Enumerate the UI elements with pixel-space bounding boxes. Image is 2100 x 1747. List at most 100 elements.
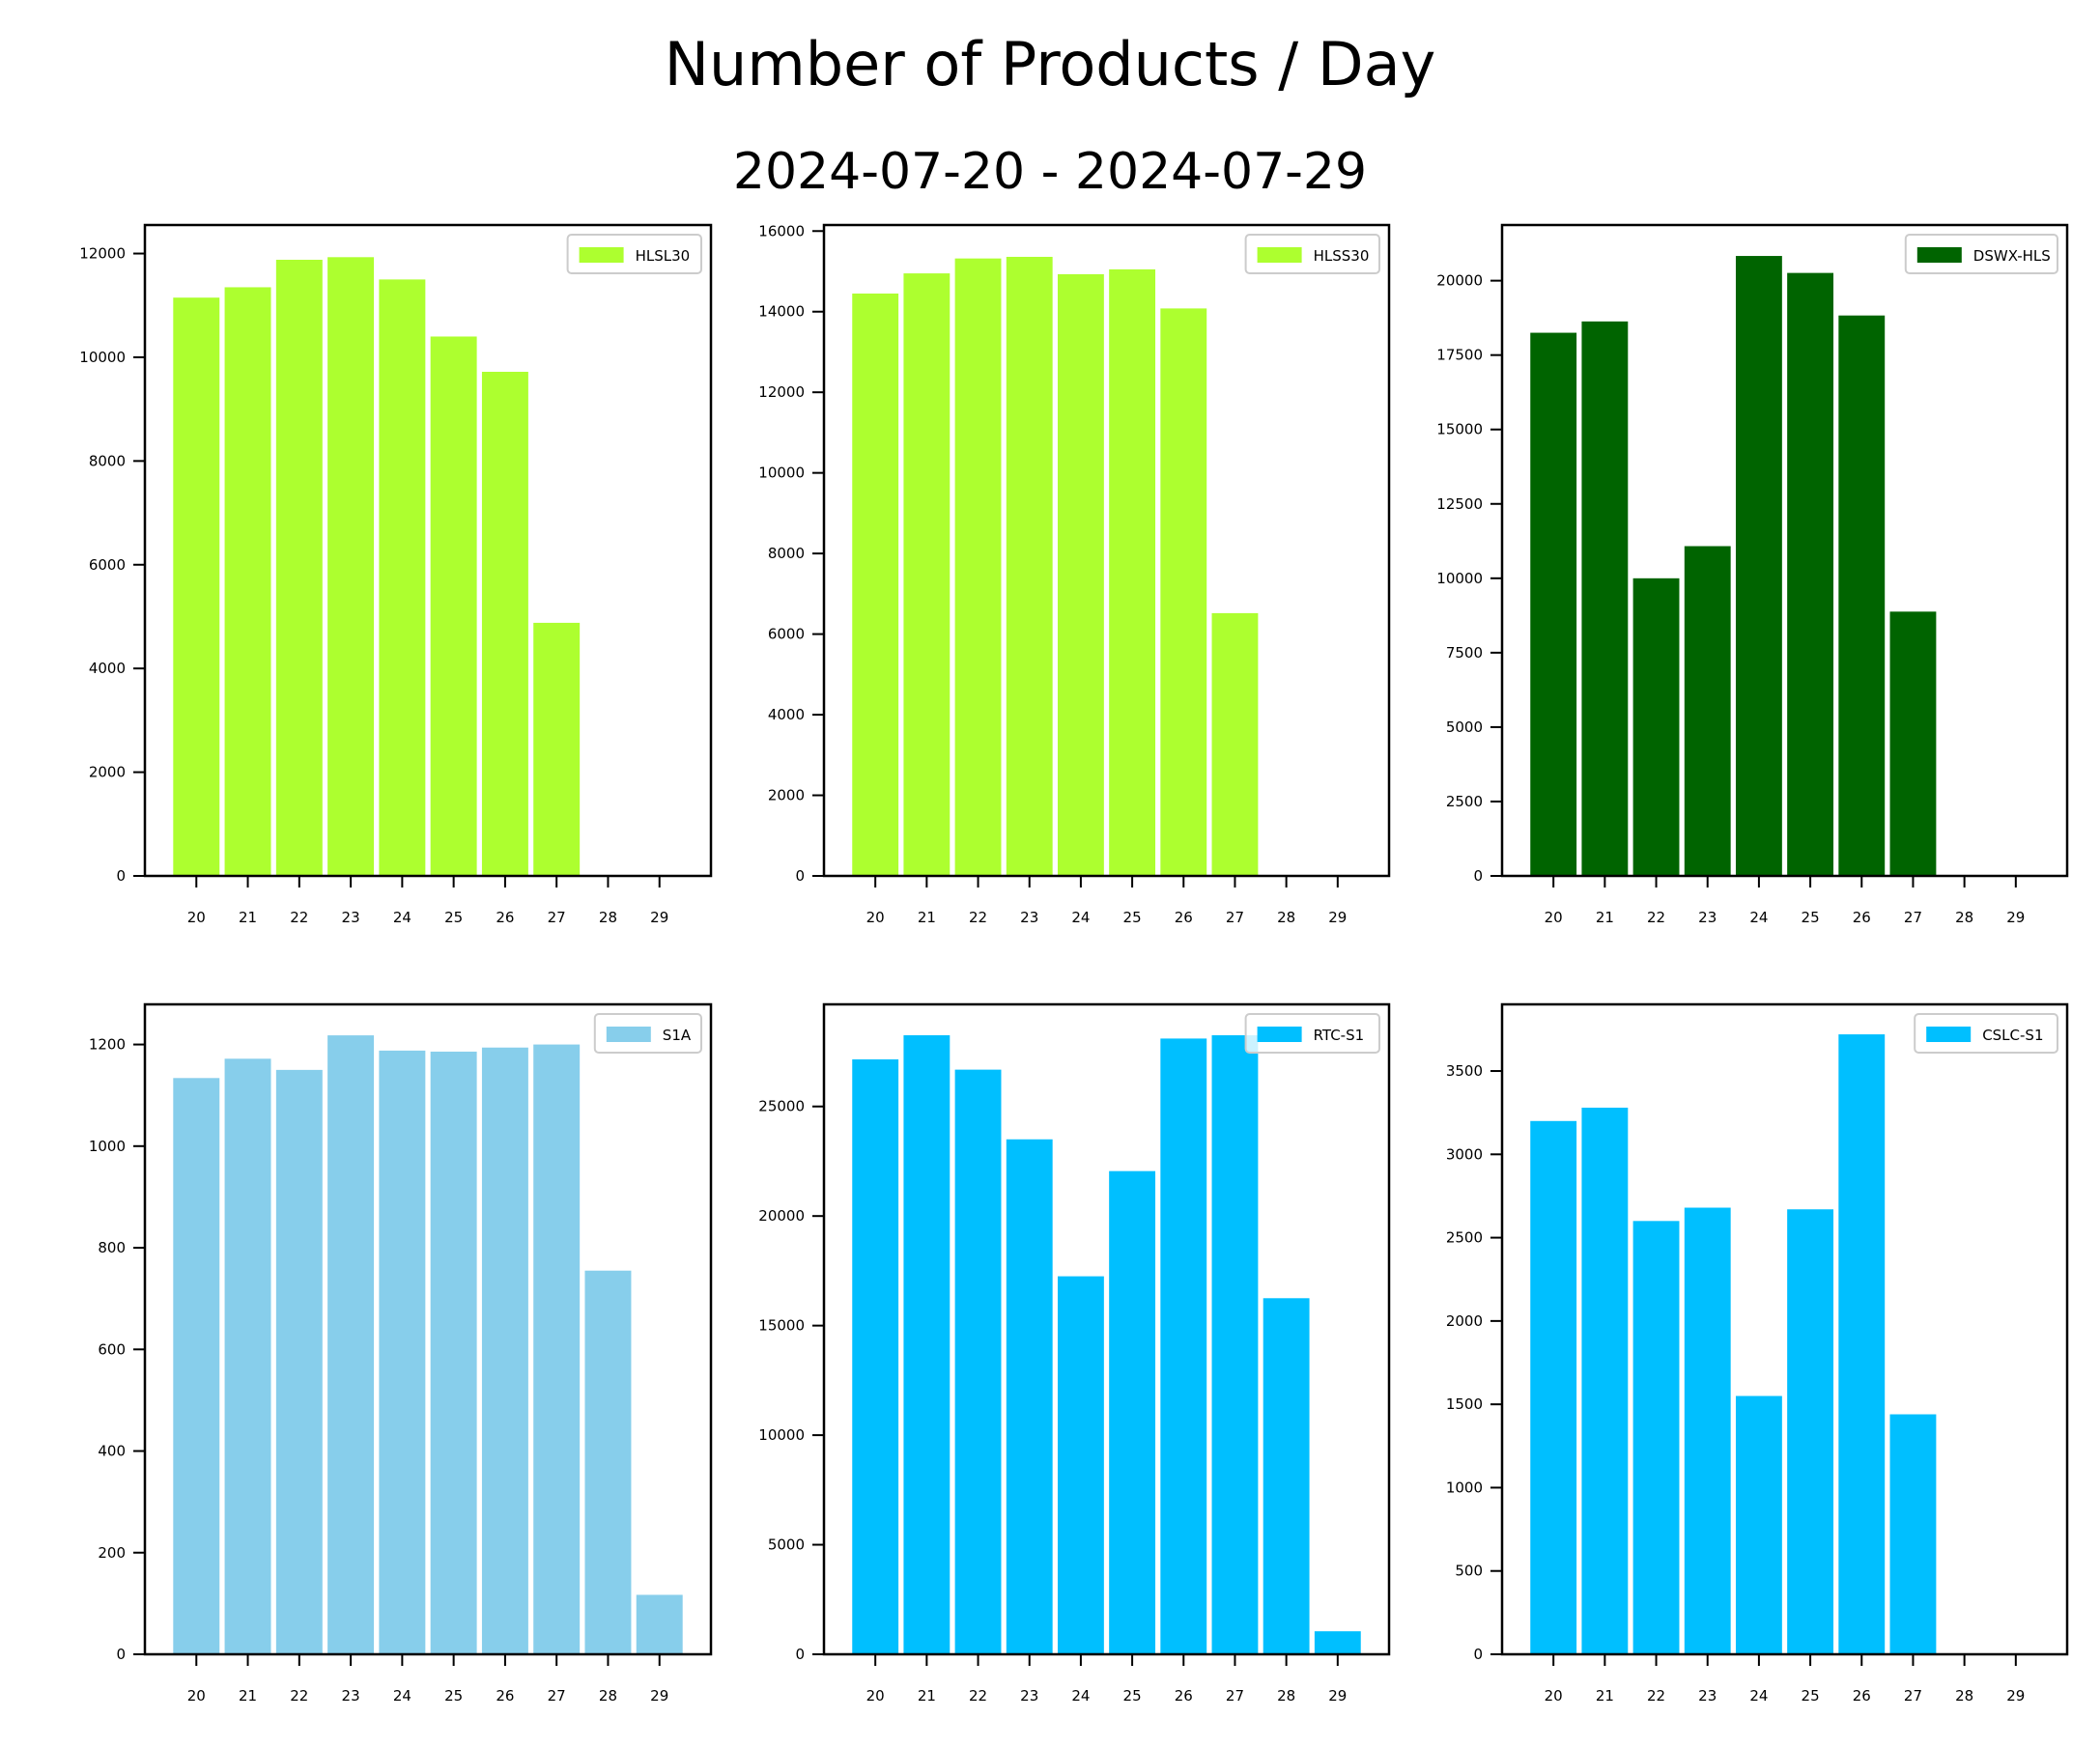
legend: HLSS30 xyxy=(1244,234,1380,274)
x-tick-label: 24 xyxy=(393,909,411,926)
y-tick-label: 400 xyxy=(98,1443,126,1460)
y-tick-label: 4000 xyxy=(89,660,126,677)
x-tick-label: 22 xyxy=(290,1687,308,1705)
legend-swatch xyxy=(1257,247,1302,263)
bar-20 xyxy=(852,1058,899,1654)
y-tick-label: 8000 xyxy=(89,452,126,469)
legend-swatch xyxy=(1926,1027,1972,1042)
x-tick-label: 23 xyxy=(1020,909,1038,926)
bar-23 xyxy=(1684,546,1731,876)
y-tick-label: 0 xyxy=(795,867,805,885)
legend-box xyxy=(1244,234,1380,274)
y-tick-label: 200 xyxy=(98,1544,126,1562)
x-tick-label: 28 xyxy=(1277,1687,1295,1705)
bar-26 xyxy=(1838,1034,1886,1654)
x-tick-label: 21 xyxy=(239,909,257,926)
bar-25 xyxy=(430,336,477,877)
y-tick-label: 1500 xyxy=(1446,1395,1483,1413)
x-tick-label: 26 xyxy=(496,1687,514,1705)
legend: HLSL30 xyxy=(566,234,702,274)
subplot-5: 0 5000 10000 15000 20000 25000 20 21 22 23 24 25 26 2… xyxy=(758,1002,1391,1705)
legend-box xyxy=(1914,1013,2058,1054)
legend-label: CSLC-S1 xyxy=(1982,1027,2043,1044)
y-tick-label: 10000 xyxy=(79,349,126,366)
y-tick-label: 12000 xyxy=(79,245,126,263)
legend: CSLC-S1 xyxy=(1914,1013,2058,1054)
bar-21 xyxy=(1581,321,1629,877)
x-tick-label: 25 xyxy=(1123,1687,1142,1705)
y-tick-label: 4000 xyxy=(768,706,805,723)
y-tick-label: 10000 xyxy=(758,1426,805,1444)
y-tick-label: 6000 xyxy=(89,556,126,574)
bar-27 xyxy=(1889,611,1937,876)
bar-25 xyxy=(1109,1170,1156,1654)
bar-20 xyxy=(173,1078,220,1654)
y-tick-label: 7500 xyxy=(1446,644,1483,662)
bar-27 xyxy=(1211,1034,1259,1654)
y-tick-label: 16000 xyxy=(758,222,805,240)
axes-frame xyxy=(1500,1002,2069,1656)
x-tick-label: 26 xyxy=(1175,1687,1193,1705)
bar-22 xyxy=(275,1069,323,1654)
y-tick-label: 600 xyxy=(98,1340,126,1358)
y-tick-label: 800 xyxy=(98,1239,126,1256)
bar-25 xyxy=(1787,272,1834,876)
bar-26 xyxy=(1160,1038,1207,1654)
subplot-2: 0 2000 4000 6000 8000 10000 12000 14000 16000 20 2… xyxy=(758,222,1391,926)
x-tick-label: 28 xyxy=(599,1687,617,1705)
bar-25 xyxy=(430,1051,477,1654)
bar-22 xyxy=(1632,1221,1680,1654)
bar-21 xyxy=(1581,1107,1629,1654)
y-tick-label: 8000 xyxy=(768,545,805,562)
x-tick-label: 26 xyxy=(1853,909,1871,926)
x-tick-label: 21 xyxy=(918,1687,936,1705)
x-tick-label: 21 xyxy=(1596,909,1614,926)
y-tick-label: 3500 xyxy=(1446,1062,1483,1080)
y-tick-label: 10000 xyxy=(758,465,805,482)
x-tick-label: 29 xyxy=(2006,909,2025,926)
x-tick-label: 20 xyxy=(187,909,206,926)
bar-21 xyxy=(224,1058,271,1654)
y-tick-label: 2000 xyxy=(768,787,805,804)
x-tick-label: 21 xyxy=(1596,1687,1614,1705)
x-tick-label: 27 xyxy=(548,1687,566,1705)
bar-27 xyxy=(1889,1414,1937,1654)
x-tick-label: 27 xyxy=(1904,909,1922,926)
y-tick-label: 2500 xyxy=(1446,793,1483,810)
bar-24 xyxy=(1057,1276,1104,1654)
x-tick-label: 23 xyxy=(342,1687,360,1705)
legend-swatch xyxy=(1257,1027,1302,1042)
x-tick-label: 22 xyxy=(969,909,987,926)
x-tick-label: 23 xyxy=(1020,1687,1038,1705)
bar-21 xyxy=(224,287,271,876)
bar-29 xyxy=(636,1594,683,1654)
x-tick-label: 29 xyxy=(1328,1687,1347,1705)
x-tick-label: 20 xyxy=(187,1687,206,1705)
bar-25 xyxy=(1109,268,1156,876)
y-tick-label: 1000 xyxy=(1446,1479,1483,1496)
bar-26 xyxy=(1160,308,1207,876)
bar-27 xyxy=(1211,612,1259,876)
bar-24 xyxy=(379,279,426,876)
bar-22 xyxy=(275,259,323,877)
axes-frame xyxy=(822,1002,1391,1656)
bar-20 xyxy=(1530,332,1577,876)
bar-23 xyxy=(1006,256,1053,877)
axes-frame xyxy=(1500,223,2069,878)
bar-21 xyxy=(903,273,951,877)
y-tick-label: 5000 xyxy=(1446,719,1483,736)
legend-box xyxy=(1904,234,2059,274)
x-tick-label: 20 xyxy=(866,909,885,926)
y-tick-label: 0 xyxy=(1473,867,1483,885)
y-tick-label: 17500 xyxy=(1436,347,1483,364)
y-tick-label: 5000 xyxy=(768,1536,805,1554)
legend-swatch xyxy=(1916,247,1962,263)
y-tick-label: 10000 xyxy=(1436,570,1483,587)
x-tick-label: 21 xyxy=(918,909,936,926)
x-tick-label: 22 xyxy=(290,909,308,926)
bar-20 xyxy=(1530,1120,1577,1654)
x-tick-label: 23 xyxy=(342,909,360,926)
bar-23 xyxy=(327,1035,375,1654)
x-tick-label: 21 xyxy=(239,1687,257,1705)
x-tick-label: 22 xyxy=(1647,909,1665,926)
